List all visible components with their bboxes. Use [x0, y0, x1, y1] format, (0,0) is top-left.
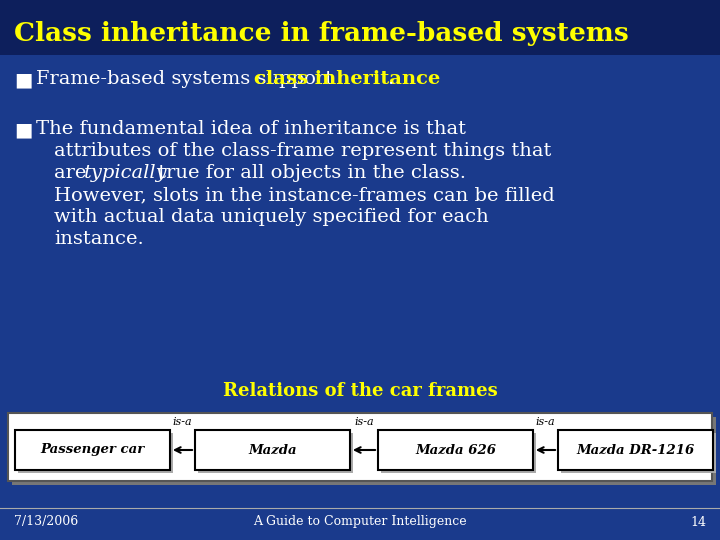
- Text: instance.: instance.: [54, 230, 144, 248]
- Bar: [0, 0, 720, 55]
- Text: is-a: is-a: [354, 417, 374, 427]
- Text: true for all objects in the class.: true for all objects in the class.: [151, 164, 466, 182]
- Text: The fundamental idea of inheritance is that: The fundamental idea of inheritance is t…: [36, 120, 466, 138]
- Text: typically: typically: [84, 164, 168, 182]
- Text: A Guide to Computer Intelligence: A Guide to Computer Intelligence: [253, 516, 467, 529]
- Text: Mazda 626: Mazda 626: [415, 443, 496, 456]
- Text: Class inheritance in frame-based systems: Class inheritance in frame-based systems: [14, 22, 629, 46]
- Bar: [381, 433, 536, 473]
- Text: is-a: is-a: [173, 417, 192, 427]
- Text: However, slots in the instance-frames can be filled: However, slots in the instance-frames ca…: [54, 186, 554, 204]
- Text: with actual data uniquely specified for each: with actual data uniquely specified for …: [54, 208, 489, 226]
- Text: Relations of the car frames: Relations of the car frames: [222, 382, 498, 400]
- Bar: [15, 430, 170, 470]
- Text: 7/13/2006: 7/13/2006: [14, 516, 78, 529]
- Text: is-a: is-a: [536, 417, 555, 427]
- Bar: [12, 417, 716, 485]
- Bar: [18, 433, 173, 473]
- Text: attributes of the class-frame represent things that: attributes of the class-frame represent …: [54, 142, 552, 160]
- Text: are: are: [54, 164, 93, 182]
- Bar: [561, 433, 716, 473]
- Text: ■: ■: [14, 120, 32, 139]
- Bar: [195, 430, 350, 470]
- Text: Frame-based systems support: Frame-based systems support: [36, 70, 339, 88]
- Text: 14: 14: [690, 516, 706, 529]
- Text: Mazda: Mazda: [248, 443, 297, 456]
- Bar: [558, 430, 713, 470]
- Bar: [198, 433, 353, 473]
- Text: .: .: [387, 70, 393, 88]
- Bar: [378, 430, 533, 470]
- Text: class inheritance: class inheritance: [254, 70, 441, 88]
- Text: Passenger car: Passenger car: [40, 443, 145, 456]
- Bar: [8, 413, 712, 481]
- Text: Mazda DR-1216: Mazda DR-1216: [577, 443, 695, 456]
- Text: ■: ■: [14, 70, 32, 89]
